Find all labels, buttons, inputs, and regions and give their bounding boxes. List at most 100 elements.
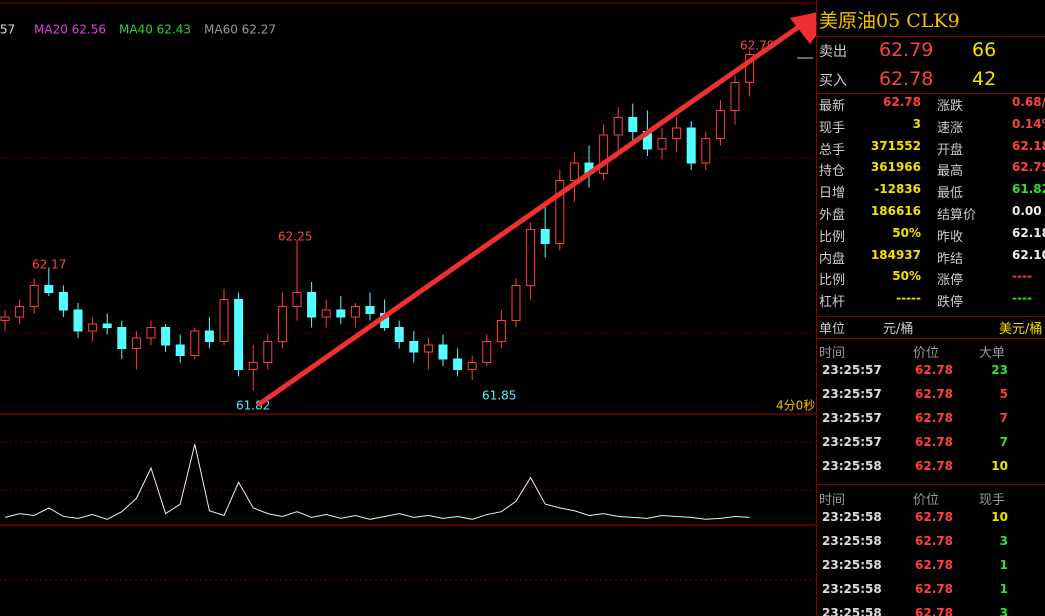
quote-value: 62.78: [883, 95, 921, 109]
quote-label: 持仓: [819, 164, 846, 180]
candle-body: [423, 344, 433, 353]
candle-body: [15, 306, 25, 318]
tick-header: 现手: [979, 493, 1006, 508]
candle-body: [701, 138, 711, 164]
candle-body: [496, 320, 506, 342]
candle-body: [88, 323, 98, 332]
tick-header: 大单: [979, 346, 1006, 361]
tick-qty: 10: [991, 510, 1008, 524]
tick-qty: 3: [999, 534, 1008, 548]
candle-body: [686, 127, 696, 164]
candle-body: [628, 117, 638, 132]
timer: 4分0秒: [776, 399, 815, 413]
unit-label: 单位: [819, 322, 846, 337]
candle-body: [117, 327, 127, 349]
quote-value: ----: [1012, 269, 1032, 284]
quote-label: 外盘: [819, 208, 846, 223]
candle-body: [613, 117, 623, 136]
unit-option[interactable]: 美元/桶: [999, 322, 1043, 337]
quote-label: 现手: [819, 120, 846, 136]
tick-price: 62.78: [915, 534, 953, 548]
ma-label: MA60 62.27: [204, 23, 276, 37]
quote-value: 184937: [870, 247, 921, 262]
trend-arrow: [256, 23, 802, 408]
quote-price: 62.79: [879, 39, 934, 61]
candle-body: [657, 138, 667, 150]
quote-value: 3: [912, 116, 921, 131]
tick-header: 时间: [819, 493, 846, 508]
candle-body: [365, 306, 375, 314]
candle-body: [0, 316, 10, 321]
candle-body: [672, 127, 682, 139]
quote-label: 日增: [819, 186, 846, 202]
unit-option[interactable]: 元/桶: [883, 322, 914, 337]
quote-value: 61.82: [1012, 182, 1045, 197]
candle-body: [307, 292, 317, 318]
tick-header: 价位: [913, 346, 940, 361]
candle-body: [190, 330, 200, 356]
tick-time: 23:25:57: [822, 435, 882, 449]
tick-time: 23:25:58: [822, 534, 882, 548]
quote-label: 总手: [819, 142, 846, 158]
quote-label: 昨收: [937, 229, 964, 245]
tick-qty: 1: [999, 582, 1008, 596]
candle-body: [292, 292, 302, 307]
candle-body: [438, 344, 448, 360]
candle-body: [146, 327, 156, 339]
chart-bg: [0, 0, 816, 616]
divider: [817, 36, 1045, 37]
candle-body: [263, 341, 273, 363]
candle-body: [599, 134, 609, 174]
price-label: 61.85: [482, 389, 516, 403]
candle-body: [482, 341, 492, 363]
arrow-head: [790, 12, 816, 44]
candle-body: [73, 309, 83, 332]
tick-time: 23:25:58: [822, 606, 882, 616]
candle-body: [204, 330, 214, 342]
candle-body: [715, 110, 725, 139]
ma-label: .57: [0, 23, 15, 37]
divider: [817, 93, 1045, 94]
quote-value: 0.68/1.10%: [1012, 95, 1045, 109]
quote-label: 最高: [937, 164, 964, 180]
price-label: 62.25: [278, 230, 312, 244]
quote-title: 美原油05 CLK9: [819, 10, 960, 32]
tick-price: 62.78: [915, 387, 953, 401]
quote-price: 62.78: [879, 68, 934, 90]
tick-header: 时间: [819, 346, 846, 361]
quote-value: 62.18: [1012, 138, 1045, 153]
candle-body: [745, 54, 755, 83]
tick-qty: 10: [991, 459, 1008, 473]
tick-time: 23:25:58: [822, 582, 882, 596]
candle-body: [336, 309, 346, 318]
quote-label: 涨跌: [937, 99, 964, 114]
candle-body: [394, 327, 404, 342]
ma-label: MA20 62.56: [34, 23, 106, 37]
quote-label: 卖出: [819, 44, 847, 60]
quote-label: 开盘: [937, 142, 964, 158]
quote-value: 62.18: [1012, 225, 1045, 240]
tick-qty: 7: [999, 435, 1008, 449]
candle-body: [277, 306, 287, 342]
tick-qty: 3: [999, 606, 1008, 616]
quote-value: 0.14%: [1012, 116, 1045, 131]
tick-time: 23:25:57: [822, 363, 882, 377]
tick-price: 62.78: [915, 435, 953, 449]
candle-body: [161, 327, 171, 346]
volume-line: [4, 444, 750, 520]
quote-label: 涨停: [937, 273, 964, 289]
tick-price: 62.78: [915, 558, 953, 572]
quote-label: 买入: [819, 73, 847, 89]
tick-header: 价位: [913, 493, 940, 508]
candle-body: [540, 229, 550, 244]
quote-size: 66: [972, 39, 997, 61]
tick-time: 23:25:57: [822, 387, 882, 401]
tick-price: 62.78: [915, 582, 953, 596]
candle-body: [175, 344, 185, 356]
candle-body: [555, 180, 565, 244]
quote-value: 62.79: [1012, 160, 1045, 175]
candle-body: [453, 358, 463, 370]
candle-body: [29, 285, 39, 307]
quote-label: 速涨: [937, 120, 964, 136]
chart: .57 MA20 62.56 MA40 62.43 MA60 62.27 62.…: [0, 0, 816, 616]
